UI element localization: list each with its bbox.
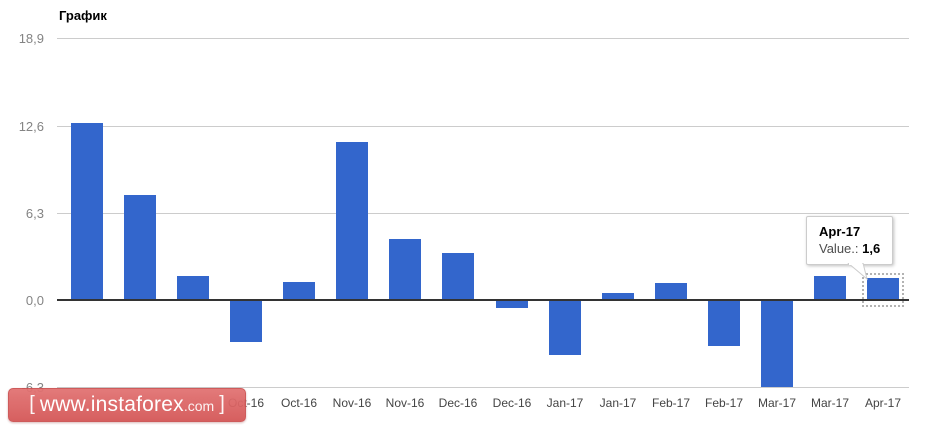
chart-bar[interactable] — [496, 300, 528, 308]
chart-bar[interactable] — [814, 276, 846, 300]
x-axis-label: Oct-16 — [280, 396, 317, 410]
tooltip-title: Apr-17 — [819, 224, 861, 239]
x-axis-label: Jan-17 — [546, 396, 584, 410]
watermark-open-bracket-icon: [ — [29, 392, 35, 415]
chart-bar[interactable] — [549, 300, 581, 355]
x-axis-label: Nov-16 — [332, 396, 372, 410]
chart-bar[interactable] — [177, 276, 209, 300]
y-axis-tick-label: 6,3 — [25, 205, 44, 221]
gridline — [57, 212, 909, 214]
chart-bar[interactable] — [708, 300, 740, 346]
watermark-close-bracket-icon: ] — [219, 392, 225, 415]
x-axis-label: Feb-17 — [651, 396, 691, 410]
chart-bar[interactable] — [389, 239, 421, 300]
x-axis-label: Dec-16 — [438, 396, 478, 410]
selected-bar-marquee — [862, 273, 904, 307]
chart-bar[interactable] — [71, 123, 103, 300]
gridline — [57, 387, 909, 389]
tooltip-value-row: Value.: 1,6 — [819, 240, 880, 257]
instaforex-watermark: [ www.instaforex .com ] — [8, 388, 246, 422]
tooltip-callout-pointer-icon — [847, 263, 868, 281]
chart-bar[interactable] — [442, 253, 474, 300]
zero-axis-line — [57, 299, 909, 301]
watermark-domain-text: www.instaforex — [39, 393, 184, 416]
x-axis-label: Jan-17 — [599, 396, 637, 410]
tooltip-value: 1,6 — [862, 241, 881, 256]
gridline — [57, 125, 909, 127]
y-axis-tick-label: 18,9 — [18, 31, 44, 47]
chart-bar[interactable] — [761, 300, 793, 387]
tooltip-value-label: Value.: — [819, 241, 859, 256]
watermark-tld-text: .com — [183, 398, 215, 414]
x-axis-label: Mar-17 — [757, 396, 796, 410]
chart-bar[interactable] — [336, 142, 368, 300]
chart-bar[interactable] — [602, 293, 634, 300]
x-axis-label: Feb-17 — [704, 396, 744, 410]
x-axis-label: Apr-17 — [864, 396, 902, 410]
x-axis-label: Dec-16 — [492, 396, 532, 410]
y-axis-tick-label: 12,6 — [18, 118, 44, 134]
chart-bar[interactable] — [867, 278, 899, 300]
x-axis-label: Nov-16 — [385, 396, 425, 410]
chart-bar[interactable] — [230, 300, 262, 342]
chart-bar[interactable] — [124, 195, 156, 300]
chart-title: График — [59, 8, 107, 23]
chart-bar[interactable] — [283, 282, 315, 300]
gridline — [57, 38, 909, 40]
x-axis-label: Mar-17 — [810, 396, 849, 410]
tooltip: Apr-17 Value.: 1,6 — [806, 216, 894, 265]
chart-bar[interactable] — [655, 283, 687, 300]
y-axis-tick-label: 0,0 — [25, 293, 44, 308]
